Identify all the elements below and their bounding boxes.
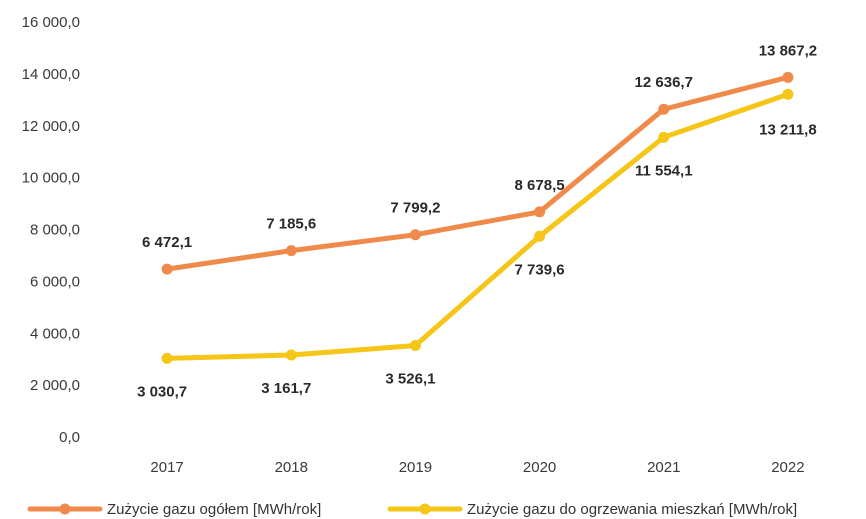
y-tick-label: 8 000,0 xyxy=(30,222,80,239)
data-label: 3 161,7 xyxy=(261,380,311,397)
data-point xyxy=(658,131,670,143)
x-tick-label: 2019 xyxy=(399,459,432,476)
legend-swatch-marker xyxy=(59,503,71,515)
data-label: 7 799,2 xyxy=(390,200,440,217)
data-point xyxy=(409,229,421,241)
data-point xyxy=(285,349,297,361)
data-point xyxy=(534,206,546,218)
legend-label: Zużycie gazu ogółem [MWh/rok] xyxy=(107,501,321,518)
series-lines xyxy=(164,74,791,361)
data-label: 7 739,6 xyxy=(515,261,565,278)
data-point xyxy=(161,263,173,275)
x-tick-label: 2022 xyxy=(771,459,804,476)
data-labels: 6 472,1 7 185,6 7 799,2 8 678,5 12 636,7 13 8… xyxy=(137,42,817,400)
y-tick-label: 0,0 xyxy=(59,429,80,446)
data-label: 13 867,2 xyxy=(759,42,817,59)
series-line-2 xyxy=(164,91,791,361)
y-tick-label: 16 000,0 xyxy=(22,14,80,31)
x-tick-label: 2017 xyxy=(150,459,183,476)
series-line-1 xyxy=(164,74,791,272)
y-tick-label: 6 000,0 xyxy=(30,273,80,290)
data-label: 13 211,8 xyxy=(759,121,817,138)
x-tick-label: 2018 xyxy=(275,459,308,476)
legend-swatch-marker xyxy=(419,503,431,515)
y-tick-label: 14 000,0 xyxy=(22,66,80,83)
y-tick-label: 2 000,0 xyxy=(30,377,80,394)
legend: Zużycie gazu ogółem [MWh/rok] Zużycie gaz… xyxy=(27,501,797,518)
legend-label: Zużycie gazu do ogrzewania mieszkań [MWh… xyxy=(467,501,797,518)
data-point xyxy=(782,71,794,83)
data-point xyxy=(782,88,794,100)
data-label: 6 472,1 xyxy=(142,234,192,251)
x-axis-ticks: 2017 2018 2019 2020 2021 2022 xyxy=(150,459,804,476)
data-point xyxy=(161,352,173,364)
data-label: 3 526,1 xyxy=(385,371,435,388)
data-label: 7 185,6 xyxy=(266,216,316,233)
data-label: 3 030,7 xyxy=(137,383,187,400)
data-point xyxy=(409,340,421,352)
data-label: 12 636,7 xyxy=(635,74,693,91)
data-point xyxy=(285,245,297,257)
data-point xyxy=(658,103,670,115)
y-tick-label: 4 000,0 xyxy=(30,325,80,342)
data-label: 11 554,1 xyxy=(635,162,693,179)
series-points xyxy=(161,71,794,364)
data-label: 8 678,5 xyxy=(515,177,565,194)
data-point xyxy=(534,230,546,242)
x-tick-label: 2020 xyxy=(523,459,556,476)
y-axis-ticks: 0,0 2 000,0 4 000,0 6 000,0 8 000,0 10 000,0 1… xyxy=(22,14,80,446)
x-tick-label: 2021 xyxy=(647,459,680,476)
y-tick-label: 12 000,0 xyxy=(22,118,80,135)
y-tick-label: 10 000,0 xyxy=(22,170,80,187)
